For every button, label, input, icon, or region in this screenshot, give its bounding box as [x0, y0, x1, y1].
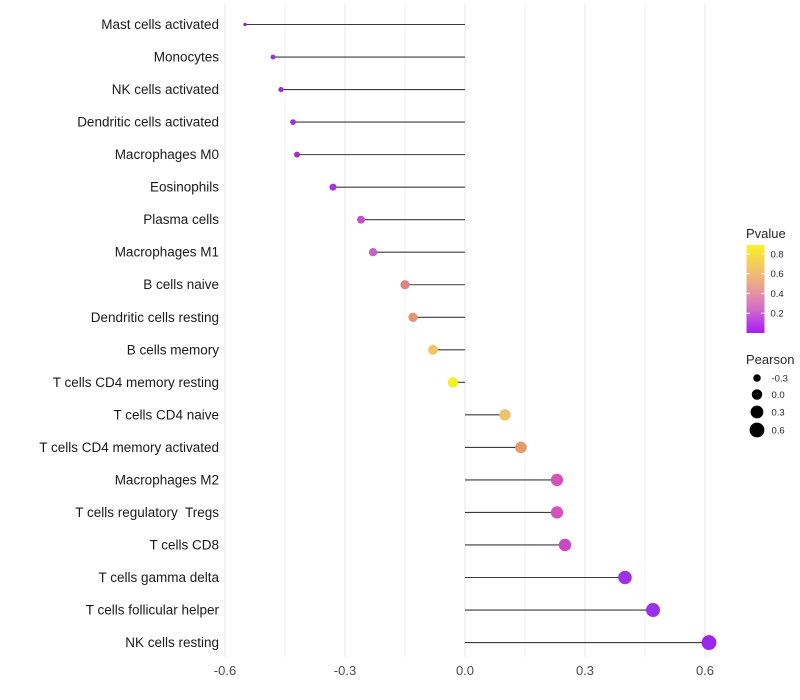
lollipop-dot [290, 119, 296, 125]
category-label: NK cells activated [112, 82, 219, 97]
pvalue-tick-label: 0.2 [771, 309, 784, 320]
category-label: B cells naive [143, 277, 219, 292]
category-label: NK cells resting [125, 635, 219, 650]
category-label: Dendritic cells resting [91, 310, 219, 325]
pearson-size-label: 0.3 [772, 408, 785, 419]
pvalue-legend: Pvalue 0.8 0.6 0.4 0.2 [746, 226, 786, 333]
lollipop-row: B cells memory [127, 342, 465, 357]
x-axis-tick-label: 0.6 [696, 663, 714, 678]
lollipop-row: Monocytes [154, 50, 465, 65]
pearson-size-label: 0.0 [772, 390, 785, 401]
lollipop-row: T cells regulatory Tregs [75, 505, 564, 520]
lollipop-row: Macrophages M1 [115, 245, 465, 260]
x-axis-tick-label: 0.0 [456, 663, 474, 678]
pearson-size-label: -0.3 [772, 374, 788, 385]
lollipop-dot [368, 248, 378, 257]
pearson-size-dot [749, 422, 765, 438]
lollipop-row: T cells CD4 memory activated [39, 440, 527, 455]
pvalue-tick-label: 0.4 [771, 289, 784, 300]
lollipop-row: Macrophages M2 [115, 472, 564, 487]
category-label: Macrophages M0 [115, 147, 219, 162]
pearson-size-dot [751, 389, 763, 400]
lollipop-dot [294, 151, 300, 158]
category-label: Macrophages M2 [115, 472, 219, 487]
category-label: T cells gamma delta [98, 570, 219, 585]
x-axis-tick-label: 0.3 [576, 663, 594, 678]
category-label: T cells CD8 [149, 537, 219, 552]
category-label: T cells CD4 naive [113, 407, 219, 422]
lollipop-row: Eosinophils [150, 180, 465, 195]
category-label: Eosinophils [150, 180, 219, 195]
lollipop-row: T cells follicular helper [86, 603, 660, 618]
category-label: Macrophages M1 [115, 245, 219, 260]
lollipop-dot [278, 86, 284, 93]
lollipop-dot [400, 280, 410, 290]
x-axis-tick-label: -0.3 [334, 663, 356, 678]
lollipop-dot [243, 22, 247, 27]
x-axis-tick-label: -0.6 [214, 663, 236, 678]
lollipop-row: NK cells resting [125, 635, 717, 650]
category-label: Mast cells activated [101, 17, 219, 32]
lollipop-dot [357, 215, 365, 224]
category-label: Plasma cells [143, 212, 219, 227]
lollipop-dot [408, 312, 418, 322]
lollipop-dot [558, 538, 572, 552]
lollipop-row: Macrophages M0 [115, 147, 465, 162]
category-label: T cells CD4 memory activated [39, 440, 219, 455]
lollipop-dot [646, 603, 660, 618]
lollipop-dot [550, 473, 564, 487]
pearson-size-label: 0.6 [772, 426, 785, 437]
lollipop-row: T cells CD8 [149, 537, 572, 552]
pearson-legend-title: Pearson [746, 352, 794, 367]
lollipop-dot [550, 506, 564, 519]
lollipop-dot [447, 377, 459, 388]
pvalue-gradient-bar [746, 245, 765, 333]
pearson-size-dot [750, 405, 764, 419]
pvalue-legend-title: Pvalue [746, 226, 786, 241]
category-label: T cells CD4 memory resting [53, 375, 219, 390]
lollipop-row: T cells CD4 naive [113, 407, 511, 422]
lollipop-row: NK cells activated [112, 82, 465, 97]
lollipop-dot [515, 441, 527, 454]
lollipop-dot [701, 635, 717, 650]
lollipop-dot [270, 54, 276, 60]
lollipop-row: B cells naive [143, 277, 465, 292]
lollipop-dot [329, 183, 337, 191]
pvalue-tick-label: 0.6 [771, 269, 784, 280]
lollipop-dot [618, 570, 632, 585]
category-label: Dendritic cells activated [77, 115, 219, 130]
lollipop-row: T cells gamma delta [98, 570, 632, 585]
lollipop-row: T cells CD4 memory resting [53, 375, 465, 390]
category-label: B cells memory [127, 342, 220, 357]
pearson-legend: Pearson -0.3 0.0 0.3 0.6 [746, 352, 794, 438]
lollipop-row: Mast cells activated [101, 17, 465, 32]
pvalue-tick-label: 0.8 [771, 249, 784, 260]
lollipop-dot [428, 344, 438, 355]
lollipop-dot [499, 409, 511, 421]
pearson-size-dot [753, 374, 761, 382]
category-label: Monocytes [154, 50, 220, 65]
category-label: T cells follicular helper [86, 603, 220, 618]
lollipop-row: Dendritic cells activated [77, 115, 465, 130]
lollipop-row: Dendritic cells resting [91, 310, 465, 325]
category-label: T cells regulatory Tregs [75, 505, 219, 520]
lollipop-row: Plasma cells [143, 212, 465, 227]
